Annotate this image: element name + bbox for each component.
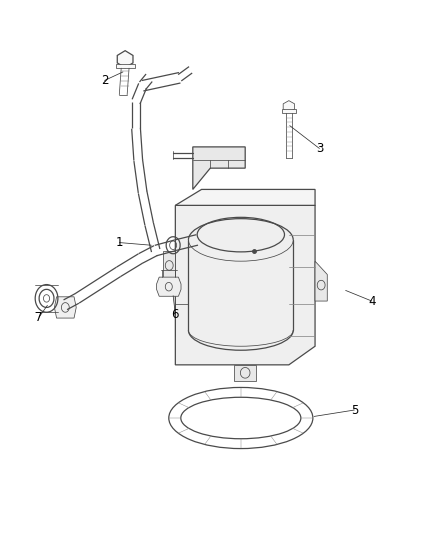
Polygon shape bbox=[283, 101, 294, 112]
Polygon shape bbox=[175, 205, 315, 365]
Polygon shape bbox=[156, 277, 181, 296]
Polygon shape bbox=[315, 261, 327, 301]
Polygon shape bbox=[282, 109, 296, 113]
Text: 1: 1 bbox=[116, 236, 123, 249]
Polygon shape bbox=[117, 51, 133, 68]
Polygon shape bbox=[116, 64, 135, 68]
Polygon shape bbox=[234, 365, 256, 381]
Text: 6: 6 bbox=[172, 308, 179, 321]
Text: 2: 2 bbox=[101, 74, 108, 87]
Text: 3: 3 bbox=[316, 142, 323, 155]
Text: 4: 4 bbox=[368, 295, 375, 308]
Polygon shape bbox=[54, 297, 76, 318]
Text: 7: 7 bbox=[35, 311, 43, 324]
Polygon shape bbox=[193, 147, 245, 189]
Text: 5: 5 bbox=[351, 403, 358, 416]
Polygon shape bbox=[163, 251, 175, 280]
Polygon shape bbox=[175, 189, 315, 219]
